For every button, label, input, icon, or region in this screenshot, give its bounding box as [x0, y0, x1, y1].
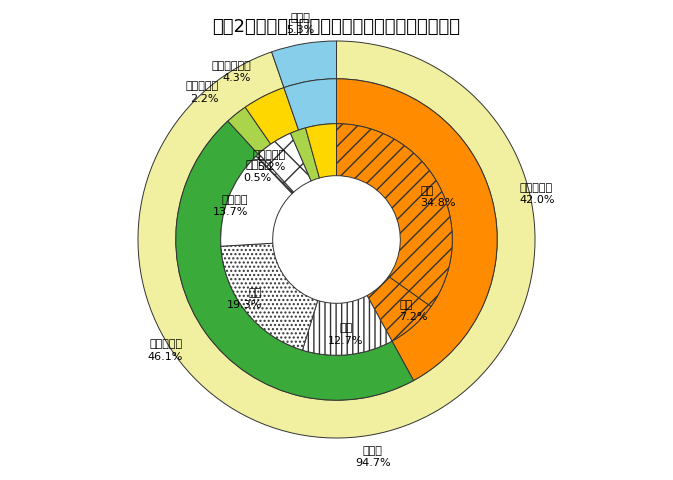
Text: 家屋
19.3%: 家屋 19.3%	[227, 287, 262, 310]
Text: 個人
34.8%: 個人 34.8%	[421, 186, 456, 208]
Wedge shape	[228, 108, 271, 155]
Wedge shape	[221, 244, 318, 350]
Wedge shape	[256, 155, 293, 194]
Text: 交納付金
0.5%: 交納付金 0.5%	[244, 160, 272, 182]
Wedge shape	[336, 80, 497, 381]
Wedge shape	[367, 277, 431, 341]
Text: 軽自動車税
2.2%: 軽自動車税 2.2%	[186, 81, 219, 104]
Wedge shape	[245, 88, 299, 145]
Text: 市町村民税
42.0%: 市町村民税 42.0%	[520, 182, 555, 204]
Text: 普通税
94.7%: 普通税 94.7%	[355, 445, 391, 468]
Wedge shape	[272, 42, 336, 88]
Wedge shape	[306, 124, 336, 179]
Text: 法人
7.2%: 法人 7.2%	[399, 300, 428, 322]
Text: 市町たばこ税
4.3%: 市町たばこ税 4.3%	[211, 60, 251, 83]
Wedge shape	[259, 134, 311, 193]
Wedge shape	[336, 124, 452, 307]
Text: 固定資産税
46.1%: 固定資産税 46.1%	[147, 338, 183, 361]
Wedge shape	[291, 129, 320, 181]
Wedge shape	[221, 157, 292, 247]
Wedge shape	[284, 80, 336, 131]
Text: 目的税
5.3%: 目的税 5.3%	[286, 12, 314, 35]
Wedge shape	[302, 296, 392, 356]
Text: 償却資産
13.7%: 償却資産 13.7%	[213, 194, 248, 217]
Text: 令和2年度の山口県の市町村税収入の税目別構成比: 令和2年度の山口県の市町村税収入の税目別構成比	[213, 18, 460, 36]
Wedge shape	[138, 42, 535, 438]
Text: 都市計画税
5.2%: 都市計画税 5.2%	[252, 150, 285, 172]
Wedge shape	[176, 122, 413, 400]
Text: 土地
12.7%: 土地 12.7%	[328, 323, 363, 345]
